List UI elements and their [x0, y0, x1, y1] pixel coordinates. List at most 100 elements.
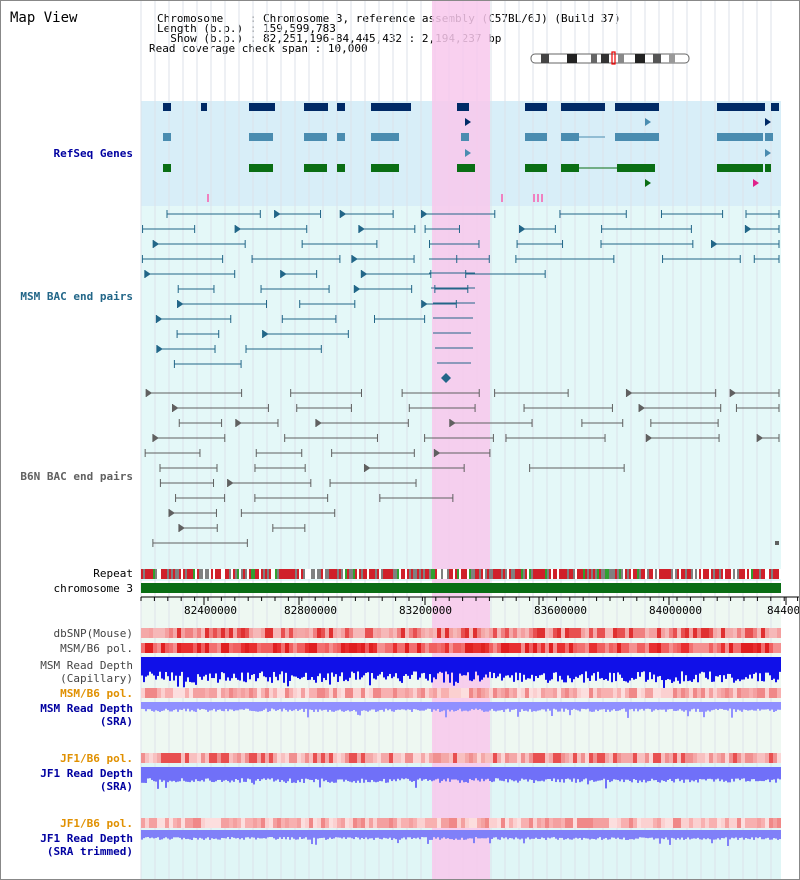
msm-depth-capillary-bar — [277, 657, 279, 681]
msm-depth-capillary-bar — [285, 657, 287, 673]
msm-pol-sra-heat-cell — [337, 688, 341, 698]
jf1-pol-trim-heat-cell — [697, 818, 701, 828]
track-label-jf1-b6-pol[interactable]: JF1/B6 pol. — [60, 752, 133, 765]
jf1-pol-heat-cell — [689, 753, 693, 763]
msm-depth-sra-bar — [403, 702, 405, 710]
repeat-element — [359, 569, 361, 579]
msm-pol-heat-cell — [357, 643, 361, 653]
msm-depth-capillary-bar — [765, 657, 767, 673]
jf1-depth-trimmed-bar — [777, 830, 779, 840]
msm-depth-capillary-bar — [343, 657, 345, 682]
msm-depth-capillary-bar — [679, 657, 681, 684]
jf1-depth-trimmed-bar — [589, 830, 591, 840]
track-label-msm-read-depth-capillary[interactable]: MSM Read Depth — [40, 659, 133, 672]
selected-region-highlight[interactable] — [432, 1, 490, 879]
refseq-gene — [304, 164, 327, 172]
track-label-jf1-read-depth[interactable]: JF1 Read Depth — [40, 767, 133, 780]
jf1-pol-heat-cell — [761, 753, 765, 763]
msm-pol-heat-cell — [197, 643, 201, 653]
msm-pol-sra-heat-cell — [289, 688, 293, 698]
msm-depth-sra-bar — [315, 702, 317, 710]
track-label-jf1-b6-pol-2[interactable]: JF1/B6 pol. — [60, 817, 133, 830]
jf1-pol-trim-heat-cell — [233, 818, 237, 828]
msm-pol-heat-cell — [237, 643, 241, 653]
track-label-chromosome[interactable]: chromosome 3 — [53, 582, 133, 595]
msm-depth-capillary-bar — [437, 657, 439, 674]
msm-depth-capillary-bar — [561, 657, 563, 680]
msm-pol-sra-heat-cell — [773, 688, 777, 698]
msm-depth-sra-bar — [251, 702, 253, 711]
msm-depth-sra-bar — [433, 702, 435, 710]
jf1-depth-trimmed-bar — [379, 830, 381, 839]
jf1-depth-bar — [429, 767, 431, 780]
jf1-pol-heat-cell — [265, 753, 269, 763]
jf1-depth-trimmed-bar — [327, 830, 329, 840]
msm-pol-sra-heat-cell — [617, 688, 621, 698]
repeat-element — [363, 569, 365, 579]
repeat-element — [541, 569, 543, 579]
msm-bac-end-pairs-track[interactable] — [141, 210, 780, 383]
jf1-pol-trim-heat-cell — [213, 818, 217, 828]
jf1-depth-bar — [183, 767, 185, 781]
msm-pol-heat-cell — [349, 643, 353, 653]
jf1-depth-trimmed-bar — [737, 830, 739, 840]
dbsnp-heat-cell — [217, 628, 221, 638]
jf1-depth-trimmed-bar — [447, 830, 449, 839]
track-label-msm-bac[interactable]: MSM BAC end pairs — [20, 290, 133, 303]
jf1-depth-trimmed-bar — [163, 830, 165, 839]
msm-depth-capillary-bar — [729, 657, 731, 674]
msm-depth-capillary-bar — [609, 657, 611, 673]
msm-depth-sra-bar — [603, 702, 605, 710]
dbsnp-heat-cell — [293, 628, 297, 638]
chromosome-bar[interactable] — [141, 583, 781, 593]
msm-depth-capillary-bar — [405, 657, 407, 675]
msm-depth-sra-bar — [517, 702, 519, 717]
repeat-element — [759, 569, 761, 579]
jf1-pol-heat-cell — [473, 753, 477, 763]
dbsnp-heat-cell — [553, 628, 557, 638]
msm-depth-capillary-bar — [491, 657, 493, 679]
track-label-msm-read-depth-sra[interactable]: MSM Read Depth — [40, 702, 133, 715]
msm-depth-capillary-bar — [279, 657, 281, 675]
msm-pol-sra-heat-cell — [697, 688, 701, 698]
track-label-jf1-read-depth-trimmed[interactable]: JF1 Read Depth — [40, 832, 133, 845]
msm-depth-sra-bar — [683, 702, 685, 712]
track-label-b6n-bac[interactable]: B6N BAC end pairs — [20, 470, 133, 483]
b6n-bac-end-pairs-track[interactable] — [144, 389, 780, 547]
repeat-element — [245, 569, 247, 579]
repeat-element — [701, 569, 703, 579]
msm-pol-sra-heat-cell — [293, 688, 297, 698]
msm-depth-capillary-bar — [239, 657, 241, 681]
msm-depth-sra-bar — [205, 702, 207, 710]
jf1-depth-bar — [407, 767, 409, 779]
msm-depth-capillary-bar — [319, 657, 321, 674]
track-label-refseq[interactable]: RefSeq Genes — [53, 147, 133, 160]
repeat-element — [291, 569, 293, 579]
msm-depth-capillary-bar — [589, 657, 591, 681]
msm-depth-sra-bar — [499, 702, 501, 711]
jf1-depth-bar — [445, 767, 447, 782]
msm-pol-heat-cell — [149, 643, 153, 653]
repeat-element — [581, 569, 583, 579]
jf1-depth-trimmed-bar — [741, 830, 743, 838]
jf1-pol-heat-cell — [449, 753, 453, 763]
track-label-msm-b6-pol-sra[interactable]: MSM/B6 pol. — [60, 687, 133, 700]
msm-depth-sra-bar — [155, 702, 157, 711]
polymorphism-tracks[interactable] — [141, 628, 781, 828]
jf1-depth-bar — [651, 767, 653, 779]
track-label-msm-b6-pol[interactable]: MSM/B6 pol. — [60, 642, 133, 655]
msm-pol-sra-heat-cell — [685, 688, 689, 698]
jf1-depth-trimmed-bar — [495, 830, 497, 838]
track-label-repeat[interactable]: Repeat — [93, 567, 133, 580]
repeat-element — [511, 569, 513, 579]
msm-pol-heat-cell — [545, 643, 549, 653]
chromosome-ideogram[interactable] — [530, 51, 690, 65]
refseq-genes-track[interactable] — [163, 103, 779, 202]
repeat-track[interactable] — [141, 569, 781, 579]
read-depth-tracks[interactable] — [141, 657, 781, 846]
jf1-depth-bar — [327, 767, 329, 783]
track-label-dbsnp[interactable]: dbSNP(Mouse) — [53, 627, 133, 640]
refseq-gene — [525, 103, 547, 111]
jf1-depth-bar — [723, 767, 725, 782]
